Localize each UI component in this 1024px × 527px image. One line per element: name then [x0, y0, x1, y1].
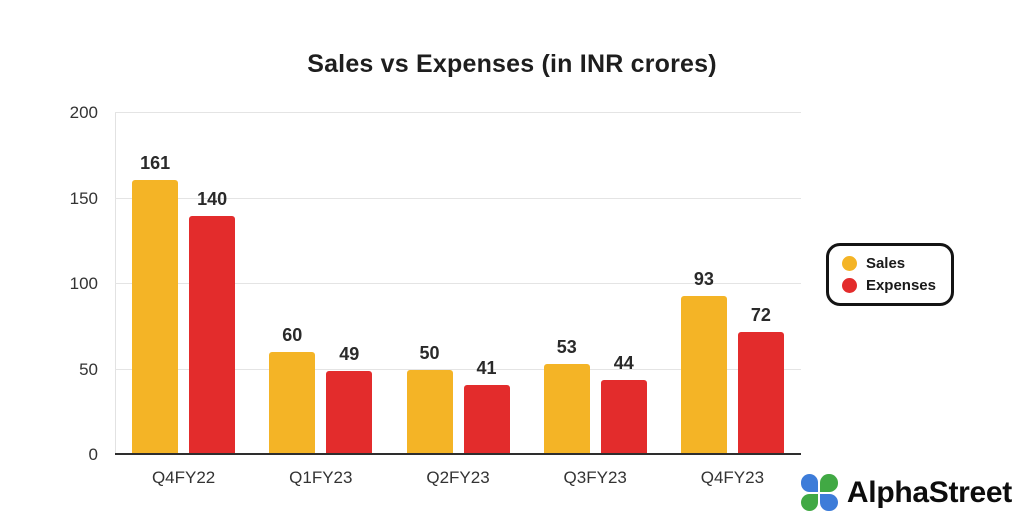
bar-value-label: 161 [140, 152, 171, 173]
bar-value-label: 140 [197, 188, 228, 209]
brand-name: AlphaStreet [846, 475, 1012, 509]
bar-wrap: 53 [543, 113, 590, 455]
bar-wrap: 72 [737, 113, 784, 455]
bar-value-label: 44 [613, 352, 634, 373]
legend-swatch-icon [841, 256, 857, 271]
y-axis-tick-label: 50 [79, 359, 98, 379]
bar-value-label: 49 [339, 344, 360, 365]
icon-petal-blue [820, 493, 838, 511]
bar-wrap: 161 [132, 113, 179, 455]
bar-group-q4fy22: 161 140 Q4FY22 [115, 113, 252, 487]
bar-expenses-q3fy23[interactable] [600, 379, 647, 455]
bar-value-label: 50 [419, 342, 440, 363]
bar-group-q3fy23: 53 44 Q3FY23 [527, 113, 664, 487]
legend-label: Expenses [865, 277, 936, 294]
bar-value-label: 53 [556, 337, 577, 358]
icon-petal-blue [800, 474, 819, 492]
icon-petal-green [800, 493, 819, 511]
y-axis-tick-label: 0 [88, 445, 98, 464]
bar-expenses-q4fy22[interactable] [189, 215, 236, 455]
bar-group-q4fy23: 93 72 Q4FY23 [664, 113, 801, 487]
bar-pair: 53 44 [527, 113, 664, 455]
icon-petal-green [820, 474, 838, 492]
alphastreet-brand: AlphaStreet [800, 474, 1012, 511]
bar-group-q1fy23: 60 49 Q1FY23 [252, 113, 389, 487]
bar-wrap: 44 [600, 113, 647, 455]
legend-items: Sales Expenses [841, 255, 936, 294]
y-axis-tick-label: 100 [69, 274, 98, 293]
bar-pair: 50 41 [389, 113, 526, 455]
bar-expenses-q4fy23[interactable] [737, 331, 784, 455]
x-axis-label: Q3FY23 [563, 468, 627, 487]
bar-wrap: 93 [680, 113, 727, 455]
alphastreet-flower-icon [800, 474, 838, 511]
bar-sales-q4fy22[interactable] [132, 179, 179, 455]
x-axis-label: Q4FY23 [700, 468, 765, 487]
legend-swatch-icon [841, 278, 857, 293]
x-axis-label: Q1FY23 [289, 468, 353, 487]
bar-pair: 60 49 [252, 113, 389, 455]
legend-label: Sales [865, 255, 906, 272]
x-axis-label: Q4FY22 [151, 468, 216, 487]
gridline [115, 368, 801, 370]
bar-wrap: 140 [189, 113, 236, 455]
bar-group-q2fy23: 50 41 Q2FY23 [389, 113, 526, 487]
x-axis-line [115, 453, 801, 455]
bar-value-label: 60 [282, 325, 303, 346]
bar-wrap: 50 [406, 113, 453, 455]
bar-pair: 161 140 [115, 113, 252, 455]
bar-value-label: 41 [476, 357, 497, 378]
plot-area: 161 140 Q4FY22 60 49 Q1FY23 50 41 Q2FY23 53 44 Q3FY… [115, 112, 801, 487]
legend-item-sales[interactable]: Sales [841, 255, 936, 272]
legend: Sales Expenses [825, 243, 954, 306]
chart-title: Sales vs Expenses (in INR crores) [307, 50, 717, 78]
bar-groups: 161 140 Q4FY22 60 49 Q1FY23 50 41 Q2FY23 53 44 Q3FY… [115, 113, 801, 487]
bar-pair: 93 72 [664, 113, 801, 455]
bar-sales-q4fy23[interactable] [680, 295, 727, 455]
bar-sales-q2fy23[interactable] [406, 369, 453, 455]
legend-item-expenses[interactable]: Expenses [841, 277, 936, 294]
bar-wrap: 41 [463, 113, 510, 455]
bar-expenses-q1fy23[interactable] [326, 371, 373, 455]
bar-wrap: 60 [269, 113, 316, 455]
y-axis-tick-label: 200 [69, 103, 98, 122]
bar-wrap: 49 [326, 113, 373, 455]
y-axis: 0 50 100 150 200 [48, 103, 106, 464]
bar-expenses-q2fy23[interactable] [463, 384, 510, 455]
gridline [115, 112, 801, 113]
gridline [115, 197, 801, 199]
bar-value-label: 93 [693, 268, 714, 289]
bar-value-label: 72 [750, 304, 771, 325]
gridline [115, 283, 801, 284]
bar-sales-q3fy23[interactable] [543, 364, 590, 455]
bar-sales-q1fy23[interactable] [269, 352, 316, 455]
y-axis-tick-label: 150 [69, 188, 98, 208]
x-axis-label: Q2FY23 [426, 468, 490, 487]
